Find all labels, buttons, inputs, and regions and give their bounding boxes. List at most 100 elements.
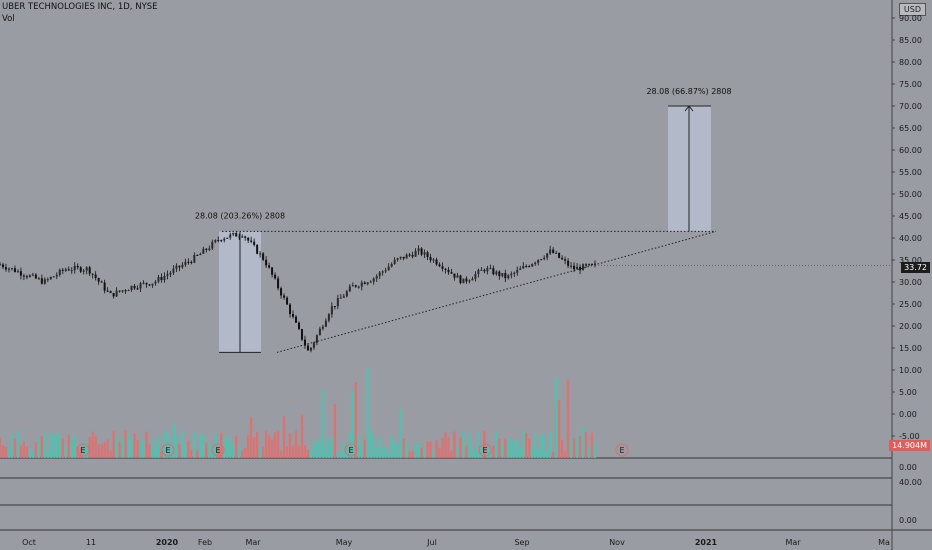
candle-body [70, 270, 73, 272]
candle-body [321, 326, 324, 329]
volume-bar [22, 442, 26, 458]
price-tick-label: 45.00 [899, 212, 922, 221]
time-tick-label: 11 [86, 538, 96, 547]
candle-body [277, 278, 280, 289]
volume-bar [193, 432, 196, 458]
volume-bar [387, 451, 390, 458]
volume-bar [88, 436, 91, 458]
candle-body [348, 286, 351, 292]
candle-body [118, 290, 121, 292]
volume-bar [25, 446, 29, 458]
volume-bar [563, 451, 567, 458]
volume-bar [593, 441, 597, 458]
volume-bar [375, 448, 378, 458]
earnings-marker [478, 443, 492, 457]
candle-body [142, 282, 145, 284]
candle-body [7, 268, 10, 270]
volume-bar [279, 451, 283, 458]
candle-body [19, 271, 22, 276]
candle-body [372, 278, 375, 282]
candle-body [585, 264, 588, 266]
volume-bar [542, 435, 546, 458]
volume-bar [417, 442, 420, 458]
volume-bar [109, 450, 112, 458]
volume-bar [378, 437, 381, 458]
volume-bar [163, 430, 166, 458]
candle-body [408, 254, 411, 256]
volume-bar [450, 451, 453, 458]
price-tick-label: 35.00 [899, 256, 922, 265]
candle-body [369, 281, 372, 283]
volume-bar [587, 448, 591, 458]
candle-body [489, 268, 492, 270]
volume-bar [205, 443, 208, 458]
volume-bar [19, 445, 23, 458]
volume-bar [554, 376, 558, 458]
candle-body [244, 236, 247, 238]
candle-body [336, 298, 339, 307]
candle-body [474, 274, 477, 279]
currency-button[interactable]: USD [898, 3, 926, 16]
measure-label: 28.08 (203.26%) 2808 [195, 211, 285, 220]
candle-body [64, 269, 67, 271]
candle-body [97, 278, 100, 282]
candle-body [259, 253, 262, 255]
volume-bar [184, 444, 187, 458]
volume-bar [235, 435, 238, 458]
candle-body [196, 254, 199, 256]
volume-bar [55, 433, 59, 458]
volume-bar [435, 440, 438, 458]
volume-bar [584, 431, 588, 458]
volume-bar [578, 435, 582, 458]
volume-bar [199, 434, 202, 458]
volume-bar [465, 445, 468, 458]
candle-body [271, 267, 274, 275]
candle-body [34, 274, 37, 279]
volume-bar [208, 443, 211, 458]
candle-body [504, 273, 507, 279]
time-tick-label: 2020 [156, 538, 179, 547]
volume-bar [79, 447, 82, 458]
candle-body [112, 292, 115, 297]
candle-body [178, 265, 181, 268]
volume-bar [444, 432, 447, 458]
candle-body [109, 291, 112, 293]
candle-body [468, 280, 471, 282]
candle-body [543, 257, 546, 260]
candle-body [292, 313, 295, 317]
candle-body [441, 266, 444, 269]
volume-bar [569, 438, 573, 458]
volume-bar [423, 449, 426, 458]
candle-body [381, 271, 384, 273]
candle-body [283, 295, 286, 298]
candle-body [10, 268, 13, 270]
earnings-marker [344, 443, 358, 457]
candle-body [390, 264, 393, 267]
volume-bar [178, 443, 181, 458]
candle-body [160, 276, 163, 281]
volume-bar [539, 434, 543, 458]
volume-bar [217, 447, 220, 458]
candle-body [184, 261, 187, 265]
volume-bar [0, 437, 2, 458]
volume-indicator-label[interactable]: Vol [2, 14, 15, 24]
candle-body [498, 271, 501, 277]
time-tick-label: Mar [785, 538, 801, 547]
volume-bar [330, 436, 334, 458]
candle-body [262, 253, 265, 260]
volume-bar [37, 438, 41, 458]
price-tick-label: 90.00 [899, 14, 922, 23]
volume-bar [324, 443, 328, 458]
candle-body [37, 278, 40, 280]
time-tick-label: Jul [426, 538, 437, 547]
earnings-marker-label: E [482, 446, 487, 455]
volume-bar [172, 424, 175, 458]
earnings-marker-label: E [80, 446, 85, 455]
volume-bar [312, 440, 316, 458]
volume-bar [525, 432, 528, 458]
candle-body [540, 259, 543, 261]
candle-body [363, 282, 366, 285]
volume-bar [7, 447, 11, 458]
volume-bar [139, 442, 142, 458]
